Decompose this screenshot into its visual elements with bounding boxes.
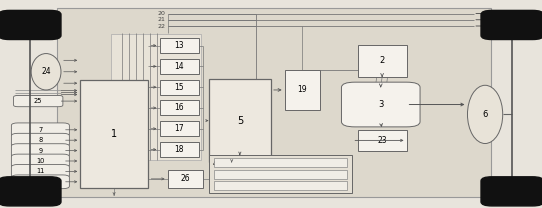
FancyBboxPatch shape [11,123,69,137]
FancyBboxPatch shape [160,80,199,95]
FancyBboxPatch shape [358,45,406,77]
Text: 7: 7 [38,127,42,133]
Text: 17: 17 [175,124,184,133]
Text: 9: 9 [38,148,42,154]
Text: 18: 18 [175,145,184,154]
FancyBboxPatch shape [160,59,199,74]
Text: 13: 13 [175,41,184,50]
FancyBboxPatch shape [160,100,199,115]
FancyBboxPatch shape [214,158,347,167]
Ellipse shape [31,53,61,90]
FancyBboxPatch shape [57,8,491,197]
FancyBboxPatch shape [11,154,69,168]
FancyBboxPatch shape [160,121,199,136]
Text: 16: 16 [175,103,184,113]
FancyBboxPatch shape [80,80,148,188]
Text: 21: 21 [157,17,165,22]
FancyBboxPatch shape [214,170,347,179]
Text: 1: 1 [111,129,117,139]
FancyBboxPatch shape [209,155,352,193]
Text: 15: 15 [175,83,184,92]
Text: 8: 8 [38,137,42,143]
Text: 23: 23 [377,136,387,145]
FancyBboxPatch shape [111,34,201,160]
FancyBboxPatch shape [481,177,542,206]
Text: 11: 11 [36,168,44,174]
FancyBboxPatch shape [11,133,69,147]
Text: 5: 5 [237,116,243,126]
FancyBboxPatch shape [285,70,320,110]
FancyBboxPatch shape [160,38,199,53]
Text: 10: 10 [36,158,44,164]
FancyBboxPatch shape [160,142,199,157]
Text: 6: 6 [482,110,488,119]
FancyBboxPatch shape [168,170,203,188]
Text: 19: 19 [298,85,307,94]
Text: 20: 20 [157,11,165,16]
FancyBboxPatch shape [209,79,271,162]
FancyBboxPatch shape [11,165,69,178]
FancyBboxPatch shape [341,82,420,127]
FancyBboxPatch shape [481,10,542,40]
Text: 24: 24 [41,67,51,76]
FancyBboxPatch shape [358,130,406,151]
FancyBboxPatch shape [0,177,61,206]
FancyBboxPatch shape [214,181,347,190]
Text: 25: 25 [34,98,42,104]
FancyBboxPatch shape [0,10,61,40]
Text: 22: 22 [157,24,165,28]
Text: 12: 12 [36,179,44,185]
FancyBboxPatch shape [11,144,69,157]
Text: 14: 14 [175,62,184,71]
Ellipse shape [467,85,503,144]
FancyBboxPatch shape [11,175,69,189]
Text: 3: 3 [378,100,383,109]
Text: 2: 2 [379,56,385,65]
Text: 26: 26 [181,174,190,183]
FancyBboxPatch shape [14,95,63,107]
Text: 4: 4 [213,159,218,168]
